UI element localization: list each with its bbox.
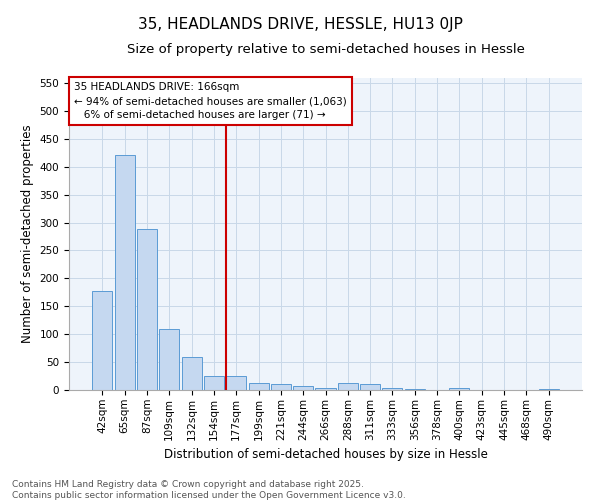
Bar	[92, 290, 112, 390]
Bar	[271, 384, 291, 390]
Bar	[338, 384, 358, 390]
Bar	[293, 386, 313, 390]
Bar	[449, 388, 469, 390]
Y-axis label: Number of semi-detached properties: Number of semi-detached properties	[21, 124, 34, 343]
Title: Size of property relative to semi-detached houses in Hessle: Size of property relative to semi-detach…	[127, 42, 524, 56]
Bar	[316, 388, 335, 390]
Bar	[159, 328, 179, 390]
Bar	[248, 382, 269, 390]
X-axis label: Distribution of semi-detached houses by size in Hessle: Distribution of semi-detached houses by …	[164, 448, 487, 461]
Bar	[115, 154, 135, 390]
Bar	[137, 230, 157, 390]
Bar	[182, 356, 202, 390]
Bar	[382, 388, 403, 390]
Text: 35, HEADLANDS DRIVE, HESSLE, HU13 0JP: 35, HEADLANDS DRIVE, HESSLE, HU13 0JP	[137, 18, 463, 32]
Text: Contains HM Land Registry data © Crown copyright and database right 2025.
Contai: Contains HM Land Registry data © Crown c…	[12, 480, 406, 500]
Bar	[226, 376, 246, 390]
Bar	[204, 376, 224, 390]
Text: 35 HEADLANDS DRIVE: 166sqm
← 94% of semi-detached houses are smaller (1,063)
   : 35 HEADLANDS DRIVE: 166sqm ← 94% of semi…	[74, 82, 347, 120]
Bar	[405, 389, 425, 390]
Bar	[360, 384, 380, 390]
